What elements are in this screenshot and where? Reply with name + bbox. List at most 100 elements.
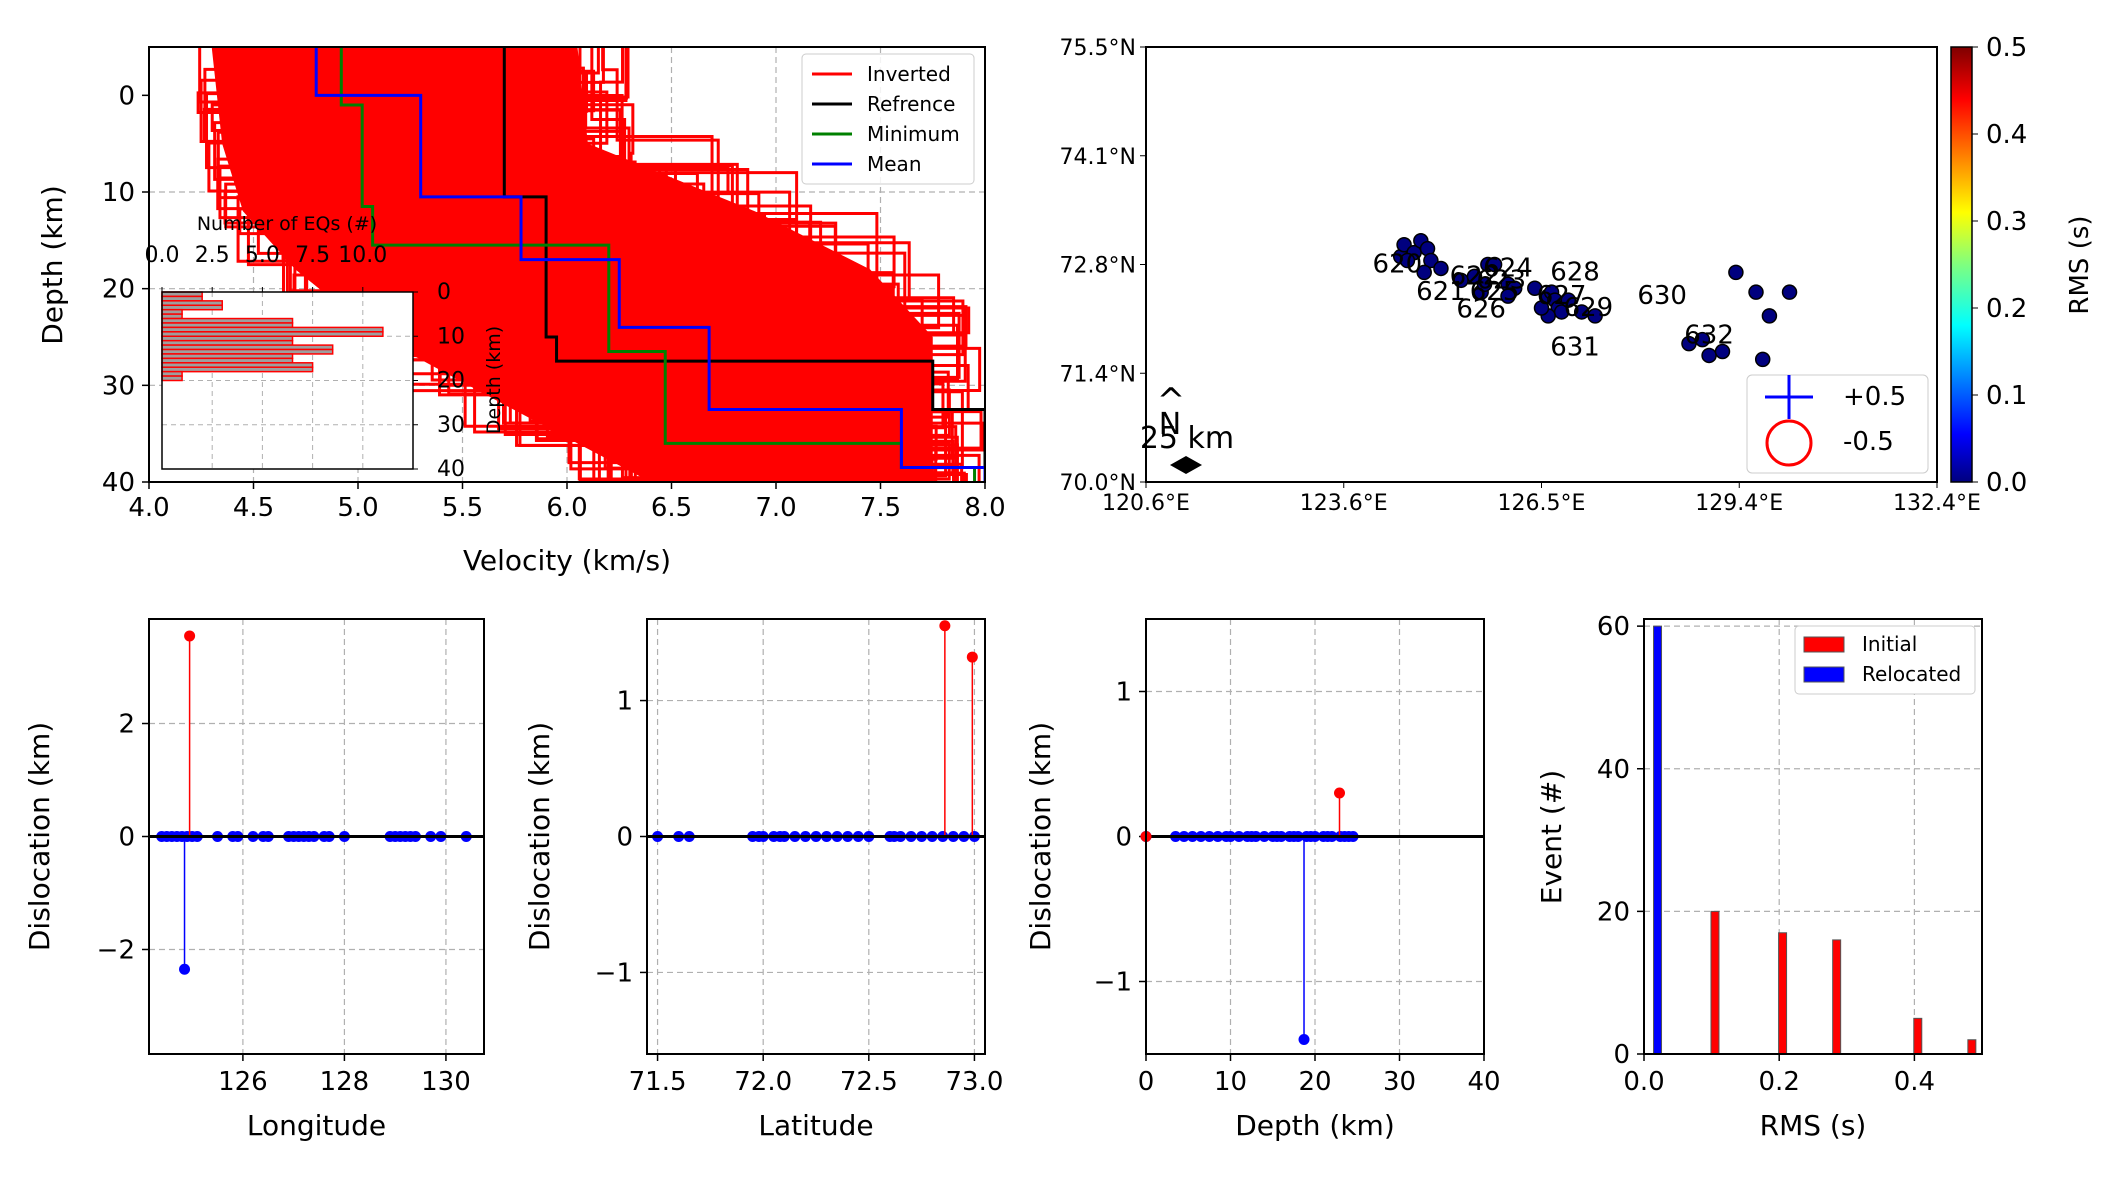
inset-ylabel: Depth (km) xyxy=(483,326,505,434)
map-xtick-label: 120.6°E xyxy=(1102,491,1190,516)
scale-bar-left-icon xyxy=(1170,456,1186,474)
map-station-label: 620 xyxy=(1373,250,1423,280)
velocity-legend-label: Refrence xyxy=(867,92,955,116)
colorbar-rect xyxy=(1950,46,1973,483)
inset-xtick-label: 7.5 xyxy=(295,243,330,268)
velocity-legend-label: Minimum xyxy=(867,122,960,146)
stem_depth-ylabel: Dislocation (km) xyxy=(1024,722,1057,951)
stem_depth-ytick-label: −1 xyxy=(1094,968,1132,998)
map-event xyxy=(1399,252,1416,269)
velocity-xtick-label: 8.0 xyxy=(964,493,1005,523)
stem_latitude-xtick-label: 72.5 xyxy=(840,1067,898,1097)
rms-ytick-label: 60 xyxy=(1597,612,1630,642)
rms-legend-label: Initial xyxy=(1862,632,1917,656)
north-arrow-icon: ^ xyxy=(1157,381,1186,421)
map-panel: 120.6°E 123.6°E 126.5°E 129.4°E 132.4°E 70.0°… xyxy=(1060,33,2095,516)
circle-marker xyxy=(1765,419,1813,467)
map-station-label: 631 xyxy=(1550,333,1600,363)
map-event xyxy=(1728,264,1744,281)
map-station-label: 622 xyxy=(1450,261,1500,291)
rms-frame xyxy=(1643,618,1983,1055)
series-refrence xyxy=(502,47,985,482)
inset-ytick-label: 30 xyxy=(437,413,465,438)
map-ytick-label: 70.0°N xyxy=(1060,471,1136,496)
inset-xtick-label: 2.5 xyxy=(195,243,230,268)
inset-xtick-label: 5.0 xyxy=(245,243,280,268)
map-station-label: 630 xyxy=(1637,281,1687,311)
map-event xyxy=(1748,284,1764,300)
rms-legend: Initial Relocated xyxy=(1794,625,1976,695)
rms-legend-swatch xyxy=(1803,636,1845,653)
inset-ytick-label: 10 xyxy=(437,324,465,349)
inset-xtick-label: 0.0 xyxy=(145,243,180,268)
velocity-ytick-label: 30 xyxy=(102,371,135,401)
stem_latitude-xtick-label: 72.0 xyxy=(734,1067,792,1097)
inset-bar xyxy=(161,375,183,382)
velocity-xtick-label: 7.5 xyxy=(860,493,901,523)
map-event xyxy=(1396,236,1412,253)
rms-bar-initial xyxy=(1832,939,1842,1055)
map-station-label: 629 xyxy=(1564,293,1614,323)
north-label: N xyxy=(1159,407,1181,442)
colorbar-tick-label: 0.3 xyxy=(1986,207,2027,237)
map-event xyxy=(1587,308,1603,324)
stem_latitude-ylabel: Dislocation (km) xyxy=(523,722,556,951)
velocity-frame xyxy=(148,46,986,483)
rms-xtick-label: 0.4 xyxy=(1894,1067,1935,1097)
velocity-xtick-label: 6.0 xyxy=(546,493,587,523)
stem_latitude-xtick-label: 73.0 xyxy=(945,1067,1003,1097)
colorbar-tick-label: 0.1 xyxy=(1986,381,2027,411)
stem_longitude-ytick-label: −2 xyxy=(97,935,135,965)
inset-ytick-label: 0 xyxy=(437,280,451,305)
velocity-legend-box xyxy=(801,53,975,185)
stem_depth-ytick-label: 0 xyxy=(1115,823,1132,853)
velocity-xtick-label: 6.5 xyxy=(651,493,692,523)
stem_longitude-ylabel: Dislocation (km) xyxy=(23,722,56,951)
inset-xtick-label: 10.0 xyxy=(338,243,387,268)
stem_longitude-xtick-label: 128 xyxy=(320,1067,370,1097)
stem_latitude-ytick-label: 0 xyxy=(616,823,633,853)
map-ytick-label: 74.1°N xyxy=(1060,145,1136,170)
map-station-label: 623 xyxy=(1476,265,1526,295)
map-legend-label: -0.5 xyxy=(1843,427,1894,457)
stem_depth-xtick-label: 30 xyxy=(1383,1067,1416,1097)
scale-bar-right-icon xyxy=(1186,456,1202,474)
stem_longitude-ytick-label: 2 xyxy=(118,710,135,740)
inverted-density-fill xyxy=(211,47,933,482)
velocity-xlabel: Velocity (km/s) xyxy=(463,544,671,577)
stem_latitude-frame xyxy=(646,618,986,1055)
map-legend-box xyxy=(1746,374,1929,474)
velocity-xtick-label: 7.0 xyxy=(755,493,796,523)
inverted-models xyxy=(196,47,985,482)
inset-xlabel: Number of EQs (#) xyxy=(197,213,377,235)
rms-ytick-label: 20 xyxy=(1597,897,1630,927)
map-xtick-label: 132.4°E xyxy=(1893,491,1981,516)
map-ytick-label: 72.8°N xyxy=(1060,254,1136,279)
stem_longitude-frame xyxy=(148,618,485,1055)
rms-legend-swatch xyxy=(1803,666,1845,683)
inset-bar xyxy=(161,366,314,373)
colorbar-label: RMS (s) xyxy=(2065,215,2095,314)
stem_latitude-xtick-label: 71.5 xyxy=(629,1067,687,1097)
map-event xyxy=(1433,260,1449,277)
map-ytick-label: 71.4°N xyxy=(1060,362,1136,387)
map-event xyxy=(1781,284,1798,300)
map-xtick-label: 129.4°E xyxy=(1695,491,1783,516)
map-event xyxy=(1714,343,1731,360)
rms-legend-label: Relocated xyxy=(1862,662,1961,686)
map-event xyxy=(1416,264,1432,281)
stem_longitude-negative-point xyxy=(179,963,191,975)
stem_latitude-ytick-label: −1 xyxy=(595,958,633,988)
map-event xyxy=(1466,268,1483,285)
velocity-xtick-label: 4.0 xyxy=(128,493,169,523)
map-station-label: 624 xyxy=(1483,253,1533,283)
velocity-xtick-label: 5.5 xyxy=(442,493,483,523)
map-legend-label: +0.5 xyxy=(1843,382,1906,412)
rms-xtick-label: 0.2 xyxy=(1759,1067,1800,1097)
rms-xtick-label: 0.0 xyxy=(1623,1067,1664,1097)
rms-panel: 0.0 0.2 0.4 0 20 40 60 Initial Relocated RMS (s) E… xyxy=(1535,612,1982,1142)
map-event xyxy=(1527,280,1543,296)
map-legend: +0.5 -0.5 xyxy=(1746,374,1929,474)
